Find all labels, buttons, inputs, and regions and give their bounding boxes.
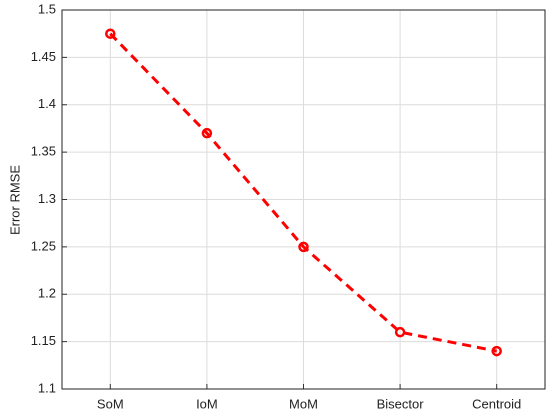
y-tick-label: 1.35 [31, 144, 56, 159]
marker [105, 28, 116, 39]
y-tick-label: 1.1 [38, 380, 56, 395]
y-tick-label: 1.45 [31, 49, 56, 64]
y-tick-label: 1.4 [38, 96, 56, 111]
marker [394, 326, 406, 338]
y-axis-label: Error RMSE [7, 165, 22, 235]
x-tick-label: Bisector [377, 396, 425, 411]
plot-frame [61, 9, 546, 390]
marker [491, 345, 502, 357]
line-series [109, 32, 497, 353]
y-tick-label: 1.2 [38, 286, 56, 301]
x-tick-label: MoM [289, 396, 318, 411]
x-tick-label: Centroid [472, 396, 521, 411]
x-tick-label: SoM [97, 396, 124, 411]
y-tick-label: 1.3 [38, 191, 56, 206]
marker [298, 241, 309, 253]
y-tick-label: 1.15 [31, 333, 56, 348]
y-tick-label: 1.25 [31, 238, 56, 253]
x-tick-label: IoM [196, 396, 218, 411]
marker [201, 127, 213, 139]
y-tick-label: 1.5 [38, 1, 56, 16]
